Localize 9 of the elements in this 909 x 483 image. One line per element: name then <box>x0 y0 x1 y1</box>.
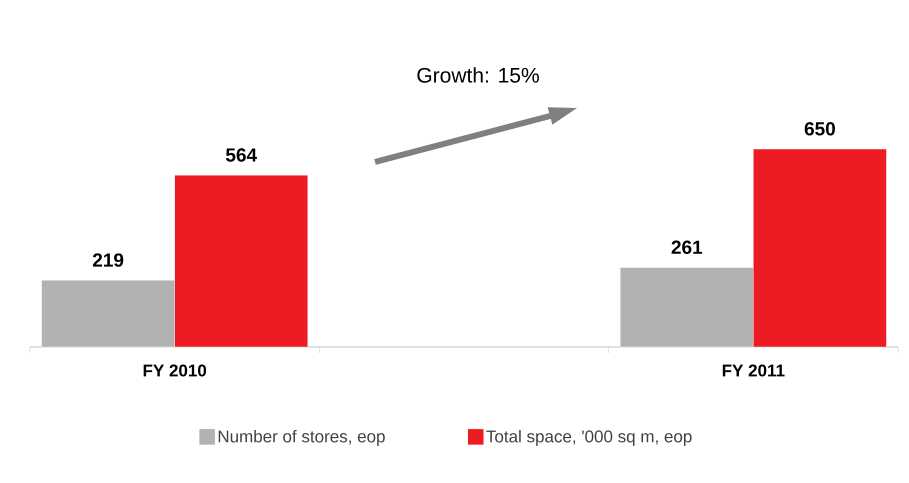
data-label: 650 <box>804 122 835 136</box>
x-tick-label: FY 2010 <box>144 364 206 377</box>
x-tick-label: FY 2011 <box>722 364 785 377</box>
data-label: 261 <box>672 240 702 254</box>
legend-label: Number of stores, eop <box>218 430 385 446</box>
legend-label: Total space, '000 sq m, eop <box>486 430 692 446</box>
text: Growth: 15% <box>417 67 539 83</box>
data-label: 219 <box>92 253 124 267</box>
data-label: 564 <box>226 148 257 162</box>
